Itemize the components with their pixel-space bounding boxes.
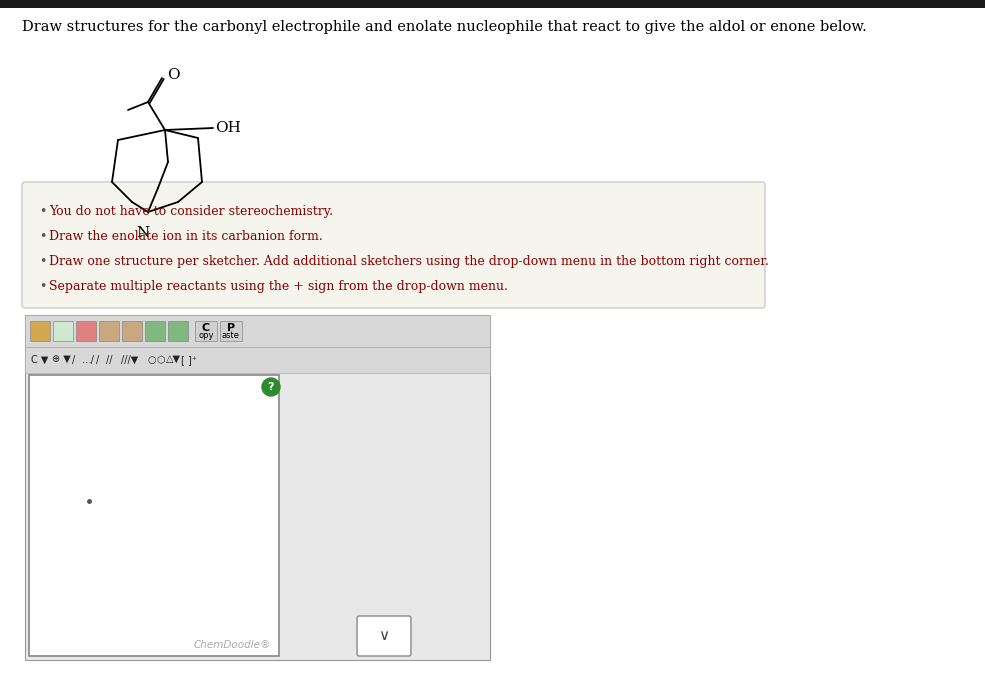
Text: N: N [136, 226, 150, 240]
Bar [99, 321, 119, 341]
Text: [ ]⁺: [ ]⁺ [181, 355, 197, 365]
Bar [25, 315, 490, 660]
Text: ⊕ ▼: ⊕ ▼ [51, 355, 70, 365]
Text: /: / [72, 355, 75, 365]
Circle shape [262, 378, 280, 396]
Text: ⬡: ⬡ [157, 355, 165, 365]
Text: /: / [97, 355, 99, 365]
Text: ○: ○ [147, 355, 156, 365]
Text: ChemDoodle®: ChemDoodle® [194, 640, 271, 650]
Text: •: • [39, 230, 46, 243]
Text: •: • [39, 255, 46, 268]
Text: Draw the enolate ion in its carbanion form.: Draw the enolate ion in its carbanion fo… [49, 230, 323, 243]
Text: •: • [39, 205, 46, 218]
Text: Draw structures for the carbonyl electrophile and enolate nucleophile that react: Draw structures for the carbonyl electro… [22, 20, 867, 34]
Bar [145, 321, 165, 341]
Text: •: • [39, 280, 46, 293]
Text: △▼: △▼ [166, 355, 181, 365]
Bar [122, 321, 142, 341]
Text: //: // [106, 355, 112, 365]
Text: You do not have to consider stereochemistry.: You do not have to consider stereochemis… [49, 205, 333, 218]
Bar [220, 321, 242, 341]
Text: O: O [167, 68, 179, 82]
Text: ///▼: ///▼ [121, 355, 138, 365]
Bar [53, 321, 73, 341]
FancyBboxPatch shape [22, 182, 765, 308]
FancyBboxPatch shape [357, 616, 411, 656]
Text: …/: …/ [82, 355, 95, 365]
Text: C: C [202, 323, 210, 333]
Text: ?: ? [268, 382, 274, 392]
Text: opy: opy [198, 332, 214, 341]
Bar [0, 0, 985, 8]
Text: C ▼: C ▼ [31, 355, 48, 365]
Bar [168, 321, 188, 341]
Text: OH: OH [215, 121, 241, 135]
Bar [195, 321, 217, 341]
Text: P: P [227, 323, 235, 333]
Text: aste: aste [222, 332, 240, 341]
Bar [25, 315, 490, 347]
Bar [30, 321, 50, 341]
Text: ∨: ∨ [378, 628, 389, 644]
Bar [29, 375, 279, 656]
Bar [76, 321, 96, 341]
Text: Separate multiple reactants using the + sign from the drop-down menu.: Separate multiple reactants using the + … [49, 280, 508, 293]
Text: Draw one structure per sketcher. Add additional sketchers using the drop-down me: Draw one structure per sketcher. Add add… [49, 255, 769, 268]
Bar [25, 347, 490, 373]
